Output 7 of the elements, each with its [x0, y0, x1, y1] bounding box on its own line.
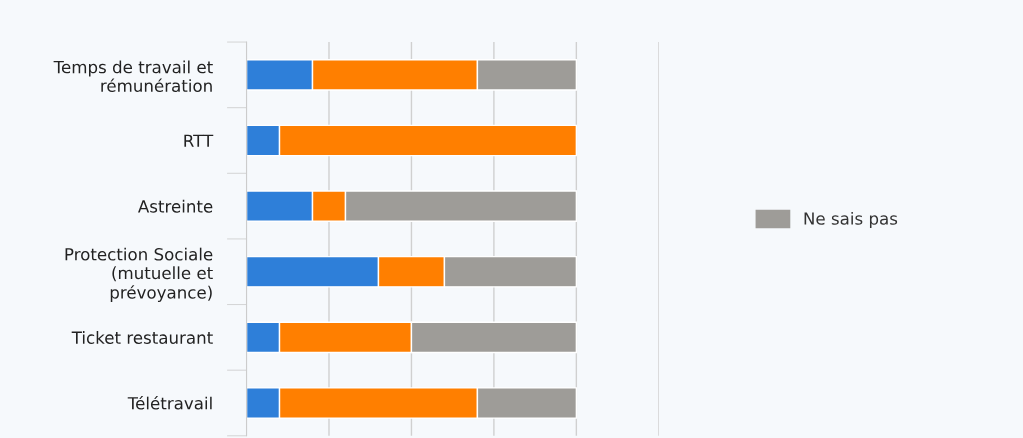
- y-tick-label: RTT: [184, 134, 214, 147]
- y-tick-label: Temps de travail et rémunération: [53, 60, 213, 93]
- legend-label: Ne sais pas: [804, 211, 898, 229]
- y-tick-label: Ticket restaurant: [71, 331, 213, 344]
- y-tick-label: Télétravail: [127, 396, 212, 410]
- y-tick-label: Protection Sociale (mutuelle et prévoyance): [65, 247, 213, 302]
- y-tick-label: Astreinte: [138, 199, 213, 213]
